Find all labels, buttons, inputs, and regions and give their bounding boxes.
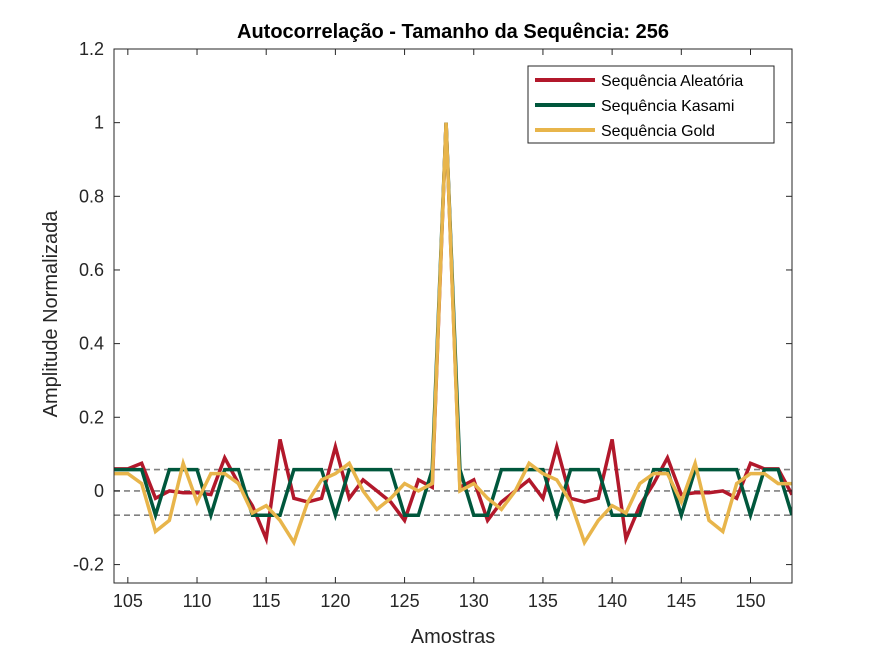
y-tick-label-3: 0.4 <box>79 334 104 354</box>
x-axis-label: Amostras <box>411 626 495 648</box>
y-tick-label-1: 0 <box>94 481 104 501</box>
y-tick-label-4: 0.6 <box>79 260 104 280</box>
y-tick-label-2: 0.2 <box>79 407 104 427</box>
legend-label-2: Sequência Gold <box>601 123 715 140</box>
series-line-2 <box>114 122 792 547</box>
legend-label-1: Sequência Kasami <box>601 98 734 115</box>
x-tick-label-3: 120 <box>320 591 350 611</box>
x-tick-label-2: 115 <box>252 591 281 611</box>
x-tick-label-9: 150 <box>735 591 765 611</box>
x-tick-label-7: 140 <box>597 591 627 611</box>
y-tick-label-6: 1 <box>94 113 104 133</box>
axis-ticks: 105 110 115 120 125 130 135 140 145 150 -0.2 0 0.2 0.… <box>73 39 792 611</box>
x-tick-label-1: 110 <box>183 591 212 611</box>
x-tick-label-6: 135 <box>528 591 558 611</box>
y-axis-label: Amplitude Normalizada <box>40 210 62 418</box>
x-tick-label-4: 125 <box>390 591 420 611</box>
x-tick-label-5: 130 <box>459 591 489 611</box>
series-layer <box>114 122 792 547</box>
legend: Sequência Aleatória Sequência Kasami Sequê… <box>527 65 775 144</box>
axes-box <box>113 48 793 584</box>
y-tick-label-5: 0.8 <box>79 186 104 206</box>
chart-title: Autocorrelação - Tamanho da Sequência: 2… <box>237 21 669 43</box>
y-tick-label-0: -0.2 <box>73 555 104 575</box>
legend-label-0: Sequência Aleatória <box>601 73 743 90</box>
x-tick-label-8: 145 <box>666 591 696 611</box>
y-tick-label-7: 1.2 <box>79 39 104 59</box>
x-tick-label-0: 105 <box>113 591 143 611</box>
